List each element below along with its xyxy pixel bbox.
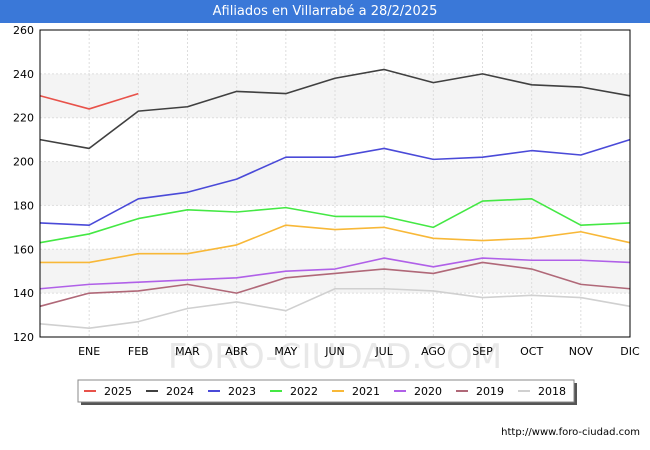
x-tick-label: JUL <box>374 345 393 358</box>
axes: 120 140 160 180 200 220 240 260 ENE FEB MAR ABR MAY J… <box>13 24 640 358</box>
series-line-2021 <box>40 224 631 264</box>
x-tick-label: SEP <box>472 345 493 358</box>
y-tick-label: 240 <box>13 68 34 81</box>
y-tick-label: 140 <box>13 287 34 300</box>
series-line-2025 <box>39 92 139 110</box>
y-tick-label: 120 <box>13 331 34 344</box>
series-line-2020 <box>39 257 631 290</box>
series-line-2018 <box>39 287 631 330</box>
legend-box <box>77 379 575 403</box>
watermark: FORO-CIUDAD.COM <box>168 337 502 377</box>
x-tick-label: OCT <box>520 345 543 358</box>
legend-label: 2022 <box>290 385 318 398</box>
x-tick-label: MAY <box>274 345 297 358</box>
x-tick-label: FEB <box>128 345 149 358</box>
x-tick-label: JUN <box>324 345 345 358</box>
legend-label: 2020 <box>414 385 442 398</box>
legend-label: 2021 <box>352 385 380 398</box>
y-tick-label: 220 <box>13 112 34 125</box>
y-tick-label: 180 <box>13 199 34 212</box>
x-tick-label: MAR <box>175 345 200 358</box>
series-layer <box>39 68 631 330</box>
series-line-2019 <box>39 261 631 308</box>
x-tick-label: ABR <box>225 345 248 358</box>
chart-title: Afiliados en Villarrabé a 28/2/2025 <box>0 0 650 23</box>
legend-label: 2023 <box>228 385 256 398</box>
legend-label: 2018 <box>538 385 566 398</box>
y-tick-label: 200 <box>13 156 34 169</box>
series-line-2023 <box>39 138 631 226</box>
x-tick-label: AGO <box>421 345 446 358</box>
legend-label: 2025 <box>104 385 132 398</box>
x-tick-label: NOV <box>569 345 594 358</box>
legend-label: 2019 <box>476 385 504 398</box>
legend-label: 2024 <box>166 385 194 398</box>
x-tick-label: ENE <box>78 345 100 358</box>
plot-frame <box>39 29 631 338</box>
series-line-2024 <box>39 68 631 150</box>
grid <box>40 29 631 338</box>
series-line-2022 <box>39 198 631 244</box>
x-tick-label: DIC <box>620 345 640 358</box>
source-url: http://www.foro-ciudad.com <box>501 427 640 438</box>
y-tick-label: 160 <box>13 243 34 256</box>
legend: 2025 2024 2023 2022 2021 2020 2019 2018 <box>77 379 577 405</box>
y-tick-label: 260 <box>13 24 34 37</box>
watermark-layer: FORO-CIUDAD.COM <box>168 337 502 377</box>
